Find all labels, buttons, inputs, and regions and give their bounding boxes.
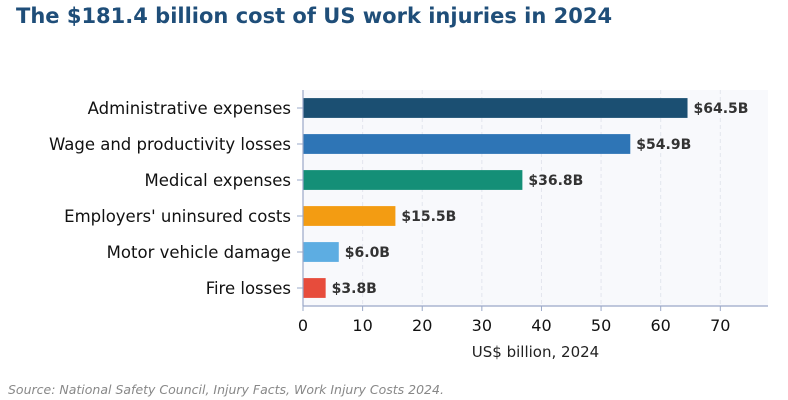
- bar: [303, 134, 631, 154]
- category-label: Motor vehicle damage: [107, 243, 291, 262]
- data-label: $15.5B: [401, 209, 456, 225]
- x-tick-label: 50: [591, 316, 611, 335]
- bar: [303, 206, 396, 226]
- chart-title: The $181.4 billion cost of US work injur…: [16, 4, 613, 28]
- bars: [303, 98, 688, 298]
- x-tick-label: 0: [298, 316, 308, 335]
- bar: [303, 170, 523, 190]
- bar: [303, 278, 326, 298]
- category-label: Fire losses: [206, 279, 291, 298]
- bar: [303, 98, 688, 118]
- category-label: Medical expenses: [144, 171, 291, 190]
- x-tick-label: 70: [710, 316, 730, 335]
- bar: [303, 242, 339, 262]
- category-label: Wage and productivity losses: [49, 135, 291, 154]
- x-tick-label: 10: [352, 316, 372, 335]
- x-axis-label: US$ billion, 2024: [472, 343, 599, 361]
- labels: $64.5B Administrative expenses $54.9B Wage …: [49, 99, 749, 298]
- data-label: $64.5B: [694, 101, 749, 117]
- axes: 0 10 20 30 40 50 60 70: [298, 90, 768, 335]
- category-label: Employers' uninsured costs: [64, 207, 291, 226]
- data-label: $36.8B: [528, 173, 583, 189]
- source-note: Source: National Safety Council, Injury …: [8, 382, 444, 397]
- data-label: $3.8B: [332, 281, 377, 297]
- category-label: Administrative expenses: [88, 99, 291, 118]
- plot-area: [303, 90, 768, 306]
- data-label: $54.9B: [636, 137, 691, 153]
- data-label: $6.0B: [345, 245, 390, 261]
- x-tick-label: 30: [472, 316, 492, 335]
- x-tick-label: 40: [531, 316, 551, 335]
- x-tick-label: 20: [412, 316, 432, 335]
- x-tick-label: 60: [651, 316, 671, 335]
